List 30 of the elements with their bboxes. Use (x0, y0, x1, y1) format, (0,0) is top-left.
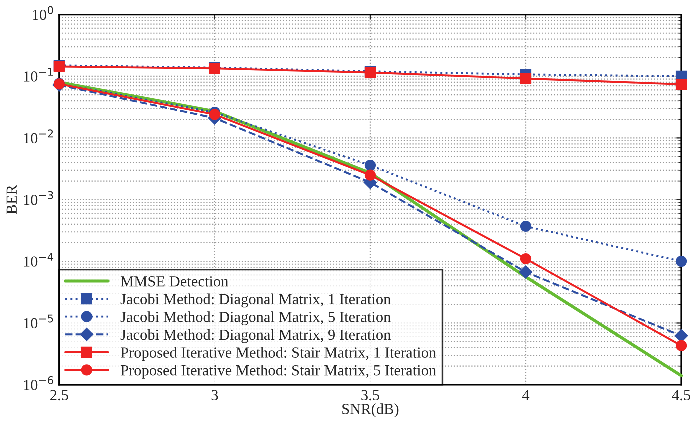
x-tick-label: 4.5 (672, 390, 690, 401)
point (519, 266, 533, 279)
y-tick-label: 10$^{−2}$ (24, 130, 54, 144)
point (364, 170, 376, 181)
x-tick-label: 3.5 (362, 390, 380, 401)
point (520, 220, 532, 232)
x-tick-label: 4 (522, 390, 530, 400)
point (676, 256, 688, 268)
x-tick-label: 2.5 (50, 390, 68, 401)
point (674, 329, 688, 343)
legend-label: Jacobi Method: Diagonal Matrix, 1 Iteration (120, 294, 391, 308)
x-tick-label: 3 (212, 390, 218, 401)
point (676, 79, 688, 90)
legend-label: Jacobi Method: Diagonal Matrix, 5 Iteration (120, 312, 391, 326)
y-tick-label: 10$^{0}$ (33, 6, 54, 20)
x-axis-title: SNR(dB) (342, 404, 399, 418)
y-tick-label: 10$^{−4}$ (24, 253, 54, 267)
y-tick-label: 10$^{−3}$ (24, 191, 54, 206)
y-tick-label: 10$^{−6}$ (24, 376, 54, 390)
point (520, 253, 532, 265)
point (364, 160, 376, 172)
legend-label: Jacobi Method: Diagonal Matrix, 9 Iteration (120, 329, 391, 344)
legend-label: Proposed Iterative Method: Stair Matrix, 5 Iteration (120, 364, 436, 379)
point (676, 340, 688, 352)
y-tick-label: 10$^{−5}$ (24, 314, 54, 329)
point (520, 73, 532, 84)
legend-label: Proposed Iterative Method: Stair Matrix, 1 Iteration (120, 347, 436, 362)
legend-label: MMSE Detection (120, 276, 228, 287)
y-axis-title: BER (6, 185, 17, 214)
y-tick-label: 10$^{−1}$ (24, 68, 54, 82)
